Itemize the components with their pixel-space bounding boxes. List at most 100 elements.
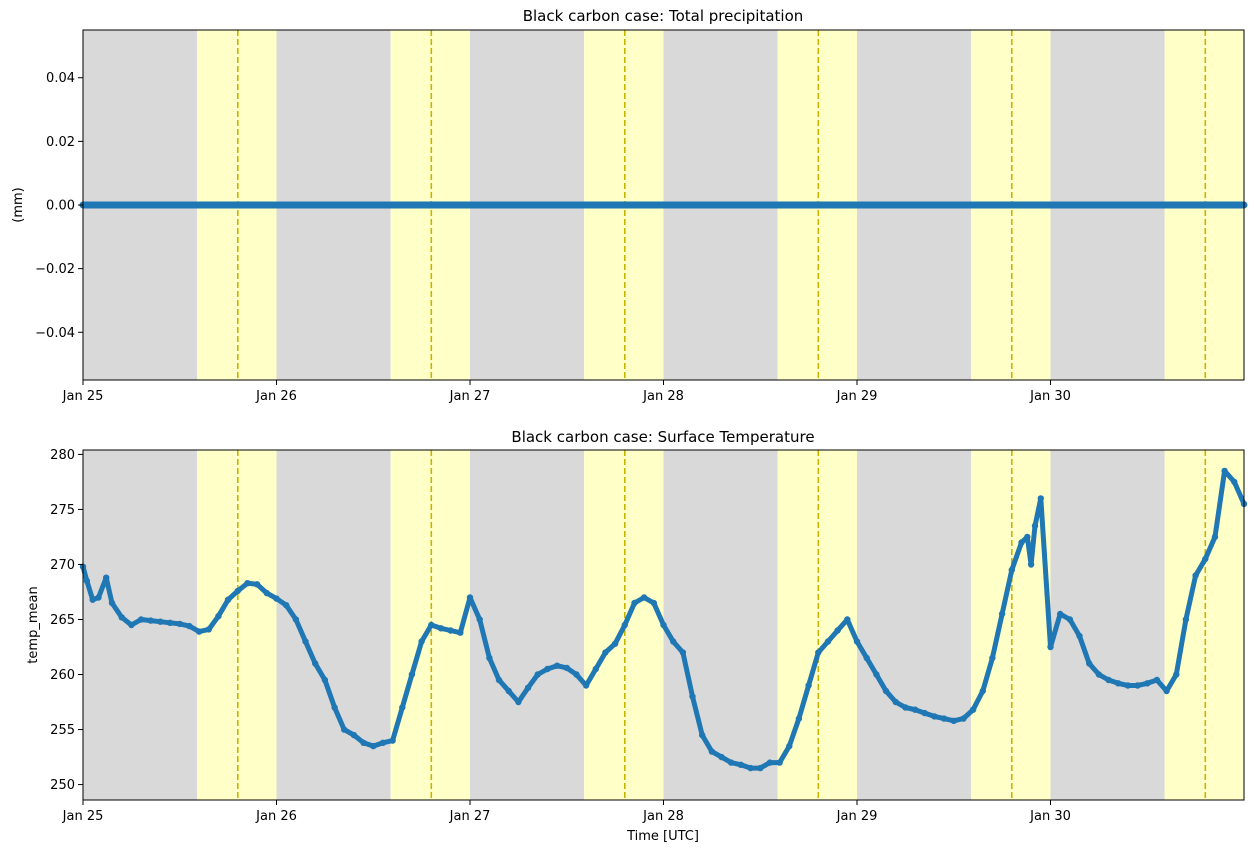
temp-point (1134, 682, 1141, 689)
temp-point (1024, 533, 1031, 541)
precip-ytick-label: 0.04 (46, 71, 75, 86)
temp-point (1105, 676, 1112, 684)
temp-point (640, 594, 648, 601)
precip-xtick-label: Jan 29 (836, 389, 878, 404)
temp-point (969, 706, 977, 713)
temp-point (979, 687, 986, 695)
precip-ytick-label: −0.02 (35, 262, 75, 277)
temp-point (708, 748, 716, 755)
temp-point (195, 628, 203, 635)
temp-point (505, 687, 512, 695)
temp-point (815, 649, 822, 656)
temp-xtick-label: Jan 28 (642, 809, 684, 824)
temp-ylabel: temp_mean (26, 586, 41, 663)
temp-point (205, 626, 212, 633)
temp-point (215, 613, 222, 620)
temp-point (940, 715, 948, 722)
temp-point (108, 599, 116, 607)
temp-point (786, 742, 793, 750)
temp-point (1192, 572, 1199, 579)
temp-point (321, 676, 329, 684)
temp-point (902, 704, 909, 711)
temp-point (1115, 680, 1122, 687)
temp-point (699, 731, 706, 739)
temp-point (1173, 671, 1180, 678)
temp-point (166, 619, 174, 626)
temp-point (1182, 616, 1190, 623)
precip-ytick-label: −0.04 (35, 326, 75, 341)
temp-xtick-label: Jan 25 (62, 809, 104, 824)
temp-ytick-label: 255 (50, 723, 75, 738)
temp-point (128, 621, 135, 629)
temp-point (389, 737, 396, 744)
temp-xtick-label: Jan 29 (836, 809, 878, 824)
temp-point (524, 684, 532, 691)
temp-point (341, 726, 348, 733)
temp-point (176, 620, 183, 628)
temp-y-ticks: 250 255 260 265 270 275 280 (50, 448, 83, 793)
temp-bands (83, 450, 1244, 800)
precip-xtick-label: Jan 26 (255, 389, 297, 404)
temp-point (283, 602, 290, 609)
precip-xtick-label: Jan 28 (642, 389, 684, 404)
temp-point (853, 638, 861, 645)
temp-point (1153, 676, 1161, 684)
temp-point (1066, 616, 1074, 623)
temp-point (495, 676, 503, 684)
temp-night-band (857, 450, 972, 800)
temp-point (1076, 632, 1083, 640)
temp-point (844, 616, 851, 623)
temp-point (253, 581, 261, 588)
temp-point (1027, 561, 1035, 568)
temp-point (921, 709, 928, 717)
temp-point (776, 759, 783, 766)
temp-point (824, 638, 832, 645)
temp-point (370, 742, 377, 750)
temp-point (679, 649, 687, 656)
precip-x-ticks: Jan 25 Jan 26 Jan 27 Jan 28 Jan 29 Jan 30 (62, 380, 1071, 404)
temp-point (805, 682, 812, 689)
temp-point (1037, 495, 1045, 502)
temp-point (621, 621, 628, 629)
temp-point (379, 739, 387, 746)
temp-point (302, 638, 309, 645)
temp-xtick-label: Jan 27 (449, 809, 491, 824)
temp-point (1086, 660, 1093, 667)
precip-title: Black carbon case: Total precipitation (523, 7, 804, 25)
temp-series (79, 467, 1248, 772)
temp-point (350, 731, 358, 739)
temp-night-band (1050, 450, 1165, 800)
temp-point (331, 704, 338, 711)
temp-point (1231, 478, 1238, 486)
temp-point (582, 682, 590, 689)
temp-point (418, 638, 425, 645)
panel-temperature: 250 255 260 265 270 275 280 Jan 25 Jan 26 Jan 27… (26, 428, 1248, 844)
temp-ytick-label: 280 (50, 448, 75, 463)
temp-point (137, 616, 145, 623)
temp-point (244, 580, 251, 587)
temp-point (989, 654, 996, 662)
precip-xtick-label: Jan 27 (449, 389, 491, 404)
temp-point (83, 577, 91, 585)
temp-point (757, 764, 764, 772)
temp-point (186, 622, 193, 630)
temp-point (737, 761, 745, 768)
temp-night-band (276, 450, 391, 800)
temp-point (1144, 680, 1151, 687)
temp-point (631, 599, 638, 607)
temp-point (931, 713, 938, 720)
temp-day-band (1164, 450, 1244, 800)
temp-point (1202, 555, 1209, 563)
temp-ytick-label: 260 (50, 668, 75, 683)
temp-xlabel: Time [UTC] (626, 829, 699, 844)
temp-point (360, 739, 367, 746)
temp-point (766, 759, 774, 766)
temp-point (486, 654, 493, 662)
temp-point (960, 715, 967, 722)
precip-ylabel: (mm) (11, 187, 26, 222)
precip-y-ticks: −0.04 −0.02 0.00 0.02 0.04 (35, 71, 83, 341)
temp-point (650, 599, 657, 607)
temp-point (602, 649, 609, 656)
temp-point (534, 671, 541, 678)
temp-point (157, 618, 164, 625)
